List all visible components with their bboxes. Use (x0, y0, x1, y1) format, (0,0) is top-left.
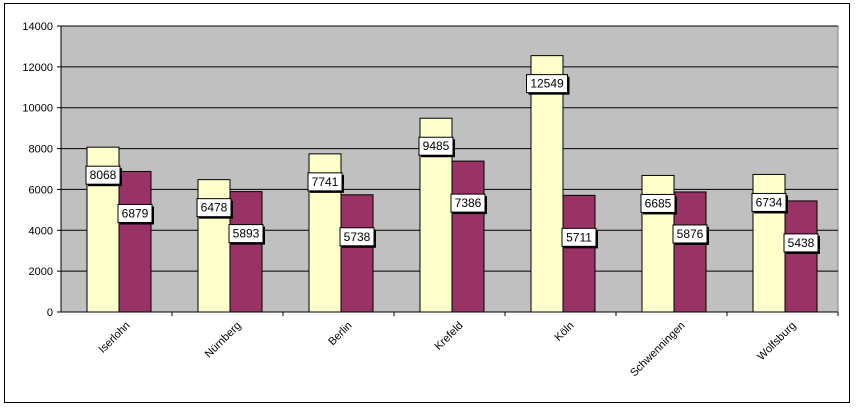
data-label-box (307, 172, 343, 192)
data-label-text: 6879 (122, 206, 149, 220)
data-label: 6734 (751, 192, 788, 214)
data-label-text: 5738 (344, 230, 371, 244)
data-label: 7386 (450, 193, 487, 215)
data-label-text: 7741 (312, 175, 339, 189)
y-tick-label: 12000 (22, 62, 53, 74)
bar (340, 194, 374, 313)
data-label-box (418, 136, 454, 156)
data-label: 5738 (339, 227, 376, 248)
data-label-text: 7386 (455, 196, 482, 210)
bar (562, 194, 596, 313)
data-label: 6478 (196, 198, 233, 219)
data-label-text: 6734 (756, 195, 783, 209)
data-label-box (450, 193, 486, 213)
data-label-text: 12549 (530, 77, 564, 91)
data-label-text: 9485 (423, 139, 450, 153)
bar (229, 191, 263, 313)
data-label-text: 8068 (90, 168, 117, 182)
data-label-box (783, 233, 819, 253)
category-label: Köln (553, 320, 577, 344)
bar (451, 160, 485, 313)
y-tick-label: 6000 (29, 184, 53, 196)
data-label: 5438 (783, 233, 820, 254)
category-label: Krefeld (432, 320, 465, 353)
data-label-box (85, 165, 121, 185)
data-label: 6685 (640, 193, 677, 215)
data-label: 9485 (418, 136, 455, 158)
data-label-box (640, 193, 676, 213)
data-label: 8068 (85, 165, 122, 187)
data-label-box (196, 198, 232, 218)
data-label-text: 6478 (201, 201, 228, 215)
y-tick-label: 0 (47, 307, 53, 319)
data-label-text: 5893 (233, 227, 260, 241)
category-label: Schwenningen (628, 320, 688, 380)
bar (673, 191, 707, 313)
data-label: 5876 (672, 224, 709, 245)
category-label: Wolfsburg (755, 320, 798, 363)
data-label-text: 5876 (677, 227, 704, 241)
data-label: 6879 (117, 203, 154, 225)
data-labels: 8068 6879 6478 5893 7741 5738 9485 7386 12549 571… (85, 74, 820, 254)
bar (118, 170, 152, 313)
data-label: 5893 (228, 224, 265, 245)
category-label: Iserlohn (96, 320, 132, 356)
bar (784, 200, 818, 313)
data-label-box (228, 224, 264, 244)
data-label-box (526, 74, 568, 94)
data-label-text: 6685 (645, 196, 672, 210)
category-label: Nürnberg (203, 320, 244, 361)
bar (530, 55, 564, 313)
y-tick-label: 2000 (29, 266, 53, 278)
data-label: 7741 (307, 172, 344, 193)
data-label-box (339, 227, 375, 247)
data-label-box (561, 227, 597, 247)
data-label: 5711 (561, 227, 598, 249)
y-tick-label: 4000 (29, 225, 53, 237)
y-tick-label: 8000 (29, 144, 53, 156)
y-tick-label: 10000 (22, 103, 53, 115)
category-label: Berlin (326, 320, 354, 348)
y-tick-label: 14000 (22, 21, 53, 33)
data-label: 12549 (526, 74, 570, 95)
data-label-box (117, 203, 153, 223)
data-label-box (672, 224, 708, 244)
data-label-box (751, 192, 787, 212)
data-label-text: 5711 (566, 230, 592, 244)
data-label-text: 5438 (788, 236, 815, 250)
